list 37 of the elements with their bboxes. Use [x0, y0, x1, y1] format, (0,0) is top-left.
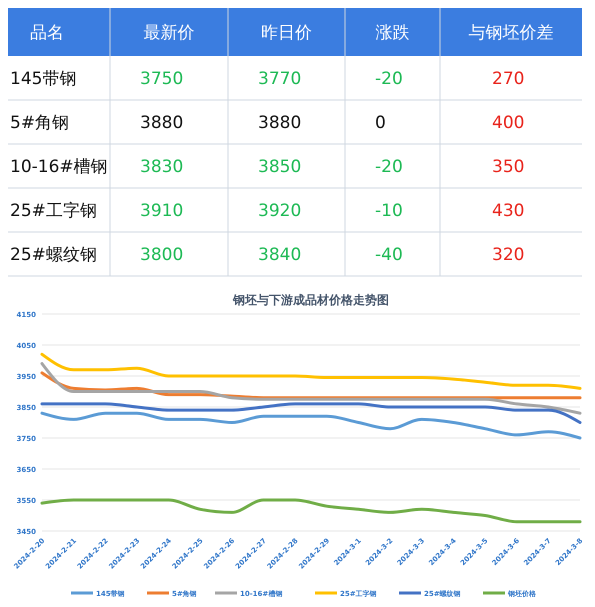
chart-title: 钢坯与下游成品材价格走势图	[232, 293, 389, 307]
text: 400	[492, 113, 524, 133]
line-series	[40, 352, 582, 390]
text: 3750	[140, 69, 184, 89]
line-series	[40, 412, 582, 440]
text: 270	[492, 69, 524, 89]
text: 25#螺纹钢	[10, 245, 97, 265]
text: 3770	[258, 69, 302, 89]
text: 3800	[140, 245, 184, 265]
line-series	[40, 362, 582, 415]
text: -40	[375, 245, 403, 265]
text: 5#角钢	[10, 113, 70, 133]
category-label: 最新价	[144, 23, 194, 43]
text: 0	[375, 113, 386, 133]
text: -10	[375, 201, 403, 221]
text: 145带钢	[10, 69, 76, 89]
text: 3850	[258, 157, 302, 177]
category-label: 品名	[30, 23, 64, 43]
line-series	[40, 402, 582, 424]
text: 3840	[258, 245, 302, 265]
text: 3880	[140, 113, 184, 133]
line-series	[40, 498, 582, 524]
text: 3830	[140, 157, 184, 177]
line-series	[40, 371, 582, 400]
text: 3880	[258, 113, 302, 133]
category-label: 昨日价	[261, 23, 312, 43]
text: 3920	[258, 201, 302, 221]
text: 3910	[140, 201, 184, 221]
text: -20	[375, 157, 403, 177]
category-label: 与钢坯价差	[468, 23, 554, 43]
text: 350	[492, 157, 524, 177]
category-label: 涨跌	[376, 23, 410, 43]
text: 25#工字钢	[10, 201, 97, 221]
text: 10-16#槽钢	[10, 157, 108, 177]
text: -20	[375, 69, 403, 89]
text: 320	[492, 245, 524, 265]
text: 430	[492, 201, 524, 221]
